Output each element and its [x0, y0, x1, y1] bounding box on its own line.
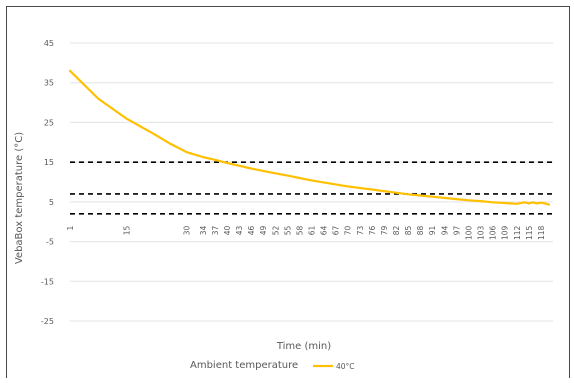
x-tick-label: 73	[356, 225, 365, 235]
x-tick-label: 30	[183, 225, 192, 235]
y-tick-label: 5	[49, 198, 54, 207]
x-axis-title: Time (min)	[276, 341, 331, 352]
y-tick-label: 45	[44, 39, 54, 48]
x-tick-label: 67	[332, 225, 341, 235]
x-tick-label: 64	[320, 225, 329, 235]
x-tick-label: 43	[235, 225, 244, 235]
x-tick-label: 76	[368, 225, 377, 235]
y-axis-title: VebaBox temperature (°C)	[14, 132, 25, 264]
x-tick-label: 58	[295, 225, 304, 235]
legend-title: Ambient temperature	[190, 360, 298, 371]
chart-frame: 45 35 25 15 5 -5 -15 -25 1 15 30 34 37 40 43 46 49 52 55 58…	[6, 6, 570, 378]
x-tick-label: 46	[247, 225, 256, 235]
x-tick-label: 52	[271, 225, 280, 235]
x-tick-label: 55	[283, 225, 292, 235]
x-tick-label: 118	[537, 225, 546, 240]
x-tick-label: 103	[477, 225, 486, 240]
legend-series-label: 40°C	[336, 362, 355, 371]
y-tick-label: -5	[46, 238, 54, 247]
x-tick-label: 100	[464, 225, 473, 240]
x-tick-label: 112	[513, 225, 522, 240]
x-tick-label: 91	[428, 225, 437, 235]
x-tick-label: 49	[259, 225, 268, 235]
y-tick-label: 15	[44, 158, 54, 167]
x-tick-label: 37	[211, 225, 220, 235]
y-tick-label: -15	[41, 277, 54, 286]
x-tick-label: 82	[392, 225, 401, 235]
x-tick-label: 109	[501, 225, 510, 240]
x-tick-label: 94	[440, 225, 449, 235]
x-tick-label: 79	[380, 225, 389, 235]
x-tick-label: 85	[404, 225, 413, 235]
x-tick-label: 88	[416, 225, 425, 235]
x-tick-label: 61	[308, 225, 317, 235]
x-tick-label: 106	[489, 225, 498, 240]
x-tick-label: 70	[344, 225, 353, 235]
y-tick-label: -25	[41, 317, 54, 326]
series-line	[68, 69, 551, 206]
y-tick-label: 25	[44, 118, 54, 127]
x-tick-label: 1	[66, 225, 75, 230]
x-tick-label: 40	[223, 225, 232, 235]
x-tick-label: 115	[525, 225, 534, 240]
x-tick-label: 15	[122, 225, 131, 235]
y-tick-label: 35	[44, 79, 54, 88]
x-tick-label: 97	[452, 225, 461, 235]
x-tick-label: 34	[199, 225, 208, 235]
